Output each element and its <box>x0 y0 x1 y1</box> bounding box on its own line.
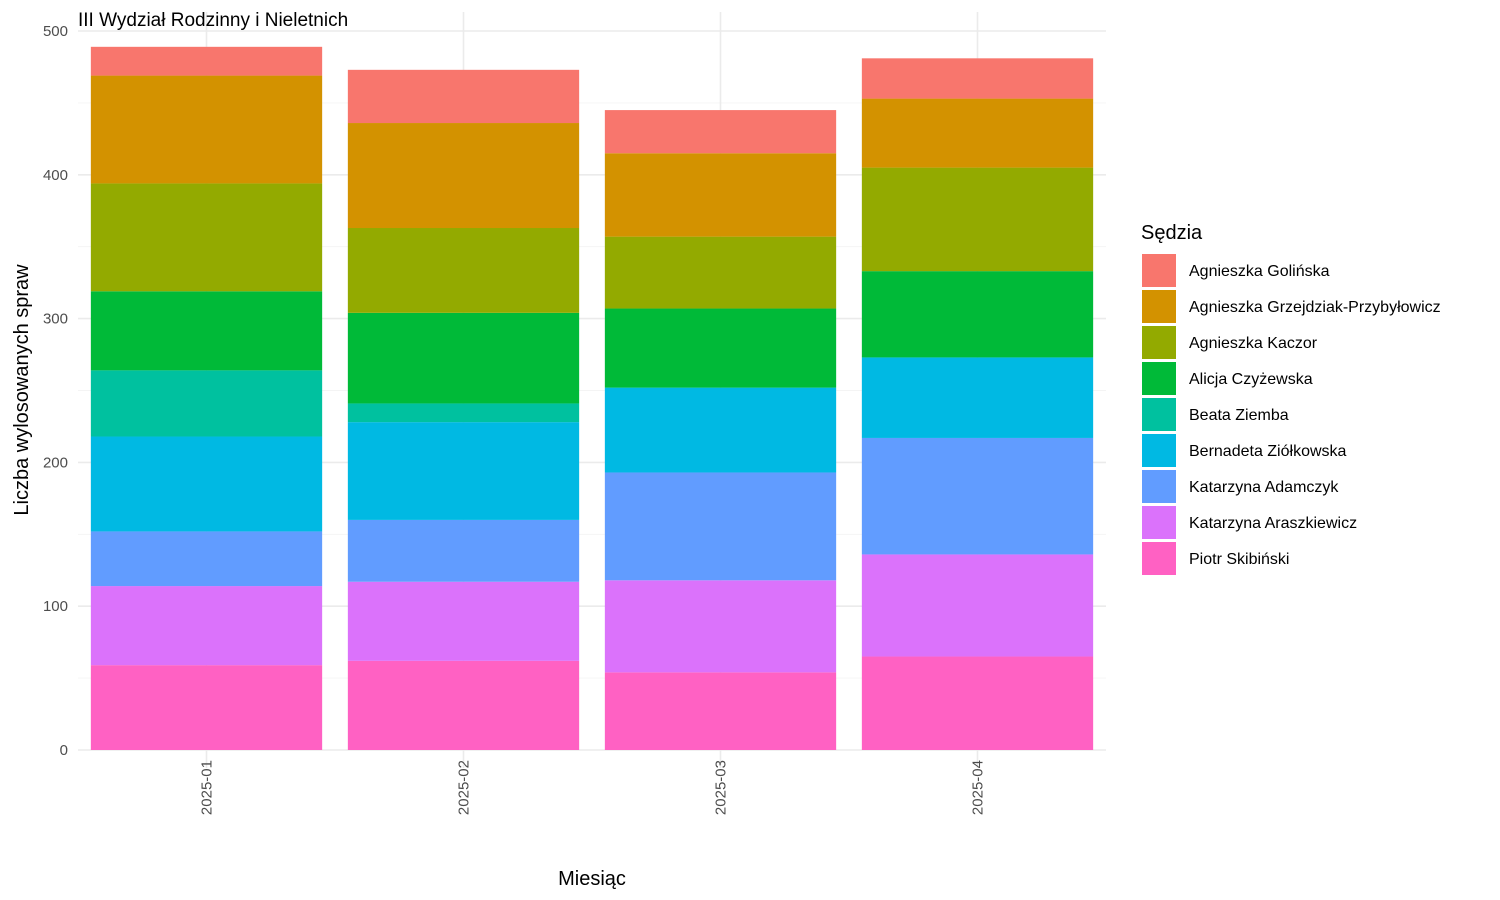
bar-segment <box>604 387 837 473</box>
bar-segment <box>861 437 1094 555</box>
legend-swatch <box>1142 542 1176 575</box>
bar-segment <box>604 153 837 237</box>
bar-segment <box>347 312 580 404</box>
x-tick-label: 2025-04 <box>970 760 987 815</box>
bar-segment <box>861 357 1094 438</box>
legend-title: Sędzia <box>1141 222 1203 244</box>
legend-label: Piotr Skibiński <box>1189 551 1289 568</box>
bar-segment <box>347 228 580 313</box>
bar-segment <box>861 58 1094 99</box>
legend-label: Agnieszka Kaczor <box>1189 335 1318 352</box>
bar-segment <box>347 581 580 661</box>
bar-segment <box>347 422 580 520</box>
bar-segment <box>90 531 323 587</box>
bar-segment <box>347 69 580 124</box>
bar-segment <box>347 123 580 229</box>
legend-label: Alicja Czyżewska <box>1189 371 1313 388</box>
bar-segment <box>90 46 323 76</box>
legend-label: Agnieszka Grzejdziak-Przybyłowicz <box>1189 299 1441 316</box>
y-tick-label: 500 <box>43 23 68 40</box>
legend: Sędzia Agnieszka Golińska Agnieszka Grzej… <box>1141 222 1441 575</box>
bar-segment <box>90 370 323 437</box>
legend-label: Bernadeta Ziółkowska <box>1189 443 1347 460</box>
bar-segment <box>604 580 837 673</box>
x-tick-label: 2025-03 <box>713 760 730 815</box>
bar-segment <box>604 308 837 388</box>
bar-segment <box>861 554 1094 657</box>
legend-swatch <box>1142 470 1176 503</box>
bar-segment <box>861 167 1094 272</box>
bar-segment <box>861 271 1094 358</box>
legend-swatch <box>1142 398 1176 431</box>
y-axis-ticks: 0 100 200 300 400 500 <box>43 23 68 759</box>
legend-swatch <box>1142 362 1176 395</box>
bar-segment <box>90 665 323 750</box>
x-tick-label: 2025-01 <box>199 760 216 815</box>
bars <box>90 46 1094 750</box>
x-tick-label: 2025-02 <box>456 760 473 815</box>
bar-segment <box>604 110 837 154</box>
y-tick-label: 300 <box>43 311 68 328</box>
legend-label: Agnieszka Golińska <box>1189 263 1330 280</box>
bar-segment <box>861 98 1094 168</box>
legend-swatch <box>1142 326 1176 359</box>
x-axis-ticks: 2025-01 2025-02 2025-03 2025-04 <box>199 760 987 815</box>
bar-segment <box>347 519 580 582</box>
bar-segment <box>347 660 580 750</box>
chart-title: III Wydział Rodzinny i Nieletnich <box>78 10 348 31</box>
x-axis-title: Miesiąc <box>558 868 626 890</box>
legend-items: Agnieszka Golińska Agnieszka Grzejdziak-P… <box>1142 254 1441 575</box>
legend-swatch <box>1142 254 1176 287</box>
bar-segment <box>604 472 837 581</box>
legend-label: Beata Ziemba <box>1189 407 1289 424</box>
legend-label: Katarzyna Adamczyk <box>1189 479 1339 496</box>
bar-segment <box>604 672 837 750</box>
y-tick-label: 400 <box>43 167 68 184</box>
y-tick-label: 100 <box>43 598 68 615</box>
y-tick-label: 200 <box>43 454 68 471</box>
bar-segment <box>90 436 323 532</box>
bar-segment <box>90 75 323 184</box>
y-axis-title: Liczba wylosowanych spraw <box>11 264 33 516</box>
bar-segment <box>90 291 323 371</box>
bar-segment <box>347 403 580 423</box>
legend-swatch <box>1142 434 1176 467</box>
y-tick-label: 0 <box>60 742 68 759</box>
bar-segment <box>604 236 837 309</box>
legend-swatch <box>1142 290 1176 323</box>
bar-segment <box>861 656 1094 750</box>
legend-swatch <box>1142 506 1176 539</box>
bar-segment <box>90 586 323 666</box>
legend-label: Katarzyna Araszkiewicz <box>1189 515 1357 532</box>
bar-segment <box>90 183 323 292</box>
